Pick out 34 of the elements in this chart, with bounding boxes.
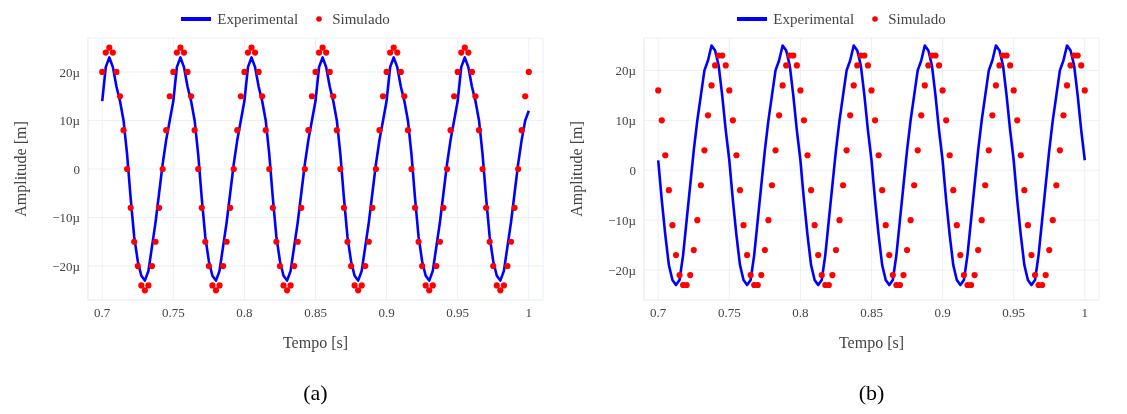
x-tick-label: 0.75 xyxy=(717,305,741,321)
legend-label: Experimental xyxy=(773,10,855,28)
x-tick-label: 1 xyxy=(1081,305,1089,321)
legend-label: Experimental xyxy=(217,10,299,28)
y-tick-label: 0 xyxy=(629,162,636,178)
x-tick-label: 0.7 xyxy=(94,305,111,321)
y-tick-label: −20µ xyxy=(52,258,81,274)
series-label: Simulado xyxy=(888,10,946,28)
text: (b) xyxy=(857,380,885,406)
y-tick-label: 20µ xyxy=(615,63,637,79)
y-axis-title: Amplitude [m] xyxy=(567,121,586,217)
x-tick-label: 0.8 xyxy=(792,305,809,321)
x-tick-label: 0.8 xyxy=(236,305,253,321)
y-tick-label: 10µ xyxy=(59,113,81,129)
x-tick-label: 0.95 xyxy=(1002,305,1026,321)
x-tick-label: 0.75 xyxy=(161,305,185,321)
x-tick-label: 0.9 xyxy=(378,305,395,321)
y-tick-label: 10µ xyxy=(615,112,637,128)
x-tick-label: 0.85 xyxy=(304,305,327,321)
x-axis-title: Tempo [s] xyxy=(282,334,349,352)
x-tick-label: 1 xyxy=(525,305,533,321)
x-tick-label: 0.7 xyxy=(650,305,667,321)
x-tick-label: 0.9 xyxy=(934,305,951,321)
y-tick-label: −10µ xyxy=(52,210,81,226)
x-axis-title: Tempo [s] xyxy=(838,334,905,352)
x-tick-label: 0.85 xyxy=(860,305,883,321)
y-tick-label: −20µ xyxy=(608,262,637,278)
x-tick-label: 0.95 xyxy=(446,305,470,321)
y-axis-title: Amplitude [m] xyxy=(11,121,30,217)
y-tick-label: 20µ xyxy=(59,64,81,80)
y-tick-label: 0 xyxy=(73,161,80,177)
series-label: Simulado xyxy=(332,10,390,28)
text: (a) xyxy=(302,380,328,406)
y-tick-label: −10µ xyxy=(608,212,637,228)
